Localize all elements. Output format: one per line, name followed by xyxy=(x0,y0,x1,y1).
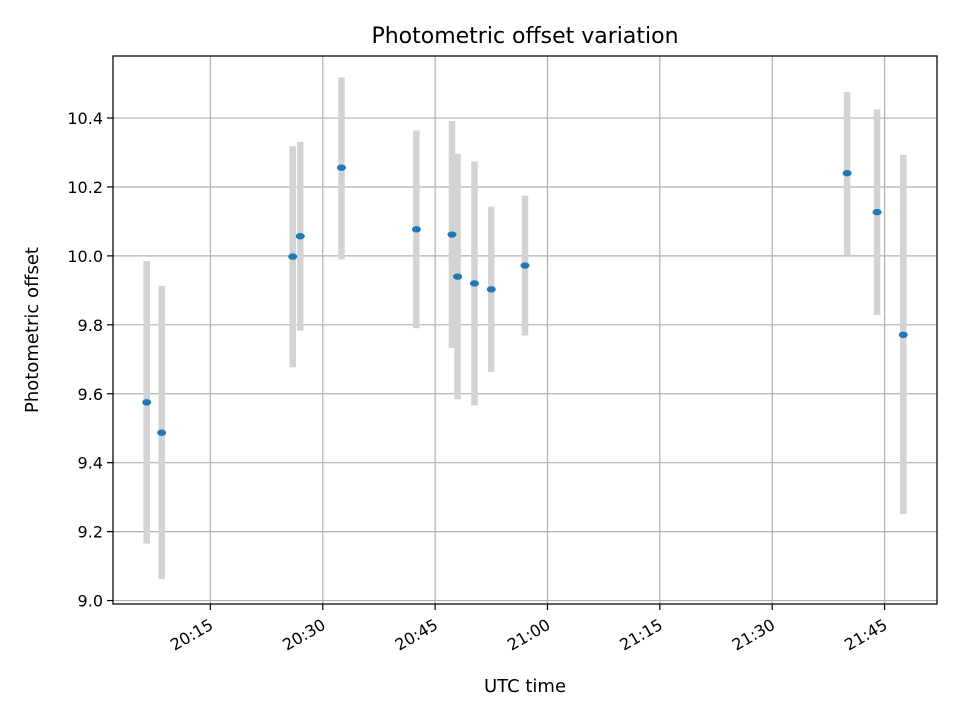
x-axis-label: UTC time xyxy=(484,676,566,697)
y-tick-label: 9.0 xyxy=(78,592,103,611)
data-point xyxy=(872,208,882,216)
y-tick-label: 10.4 xyxy=(67,109,103,128)
data-point xyxy=(520,262,530,269)
y-tick-label: 10.2 xyxy=(67,178,103,197)
y-tick-label: 10.0 xyxy=(67,247,103,266)
data-point xyxy=(295,233,305,240)
data-points xyxy=(142,164,908,436)
data-point xyxy=(157,429,167,436)
y-tick-label: 9.6 xyxy=(78,385,103,404)
data-point xyxy=(469,280,479,287)
y-tick-label: 9.4 xyxy=(78,454,103,473)
data-point xyxy=(142,399,152,406)
data-point xyxy=(336,164,346,171)
y-tick-label: 9.8 xyxy=(78,316,103,335)
data-point xyxy=(842,169,852,177)
data-point xyxy=(898,331,908,339)
data-point xyxy=(453,273,463,280)
chart-title: Photometric offset variation xyxy=(371,24,678,49)
y-axis-ticks: 9.0 9.2 9.4 9.6 9.8 10.0 10.2 10.4 xyxy=(67,109,113,611)
data-point xyxy=(288,253,298,260)
y-axis-label: Photometric offset xyxy=(22,247,43,413)
plot-area xyxy=(112,55,938,605)
plot-frame xyxy=(112,55,938,605)
data-point xyxy=(411,226,421,233)
y-tick-label: 9.2 xyxy=(78,523,103,542)
data-point xyxy=(447,231,457,238)
data-point xyxy=(486,286,496,293)
